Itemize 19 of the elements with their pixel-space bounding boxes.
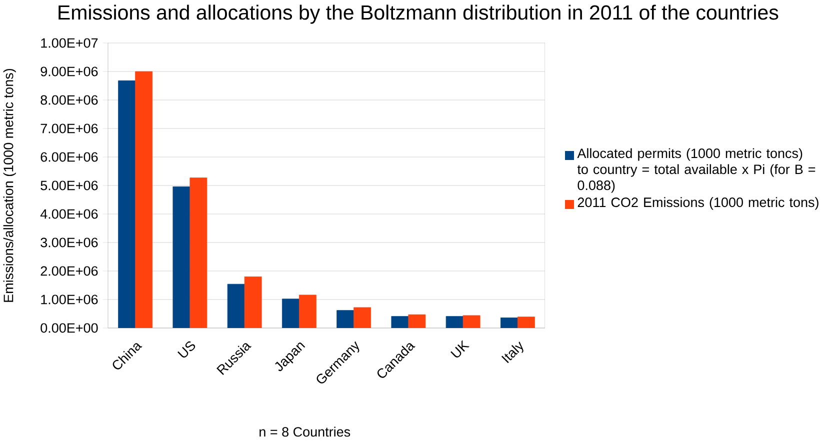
y-tick-label: 1.00E+07 [41,38,98,48]
y-tick-label: 7.00E+06 [40,124,98,134]
y-tick-label: 0.00E+00 [40,323,98,333]
legend-label: 2011 CO2 Emissions (1000 metric tons) [578,197,818,210]
x-tick-label: UK [450,340,470,358]
legend-label: Allocated permits (1000 metric toncs) to country = total available x Pi (for B = 0.088) [577,148,816,193]
y-axis-title: Emissions/allocation (1000 metric tons) [3,68,16,302]
y-tick-label: 1.00E+06 [41,294,98,304]
x-tick-label: Italy [501,342,524,364]
chart-title: Emissions and allocations by the Boltzmann distribution in 2011 of the countries [58,4,778,24]
y-tick-label: 8.00E+06 [40,95,98,105]
y-tick-label: 4.00E+06 [40,209,98,219]
y-tick-label: 5.00E+06 [40,180,98,190]
y-tick-label: 9.00E+06 [40,66,98,76]
x-axis-title: n = 8 Countries [260,426,350,437]
x-tick-label: US [178,341,196,358]
y-tick-label: 6.00E+06 [40,152,98,162]
y-tick-label: 3.00E+06 [40,238,98,248]
y-tick-label: 2.00E+06 [40,266,98,276]
